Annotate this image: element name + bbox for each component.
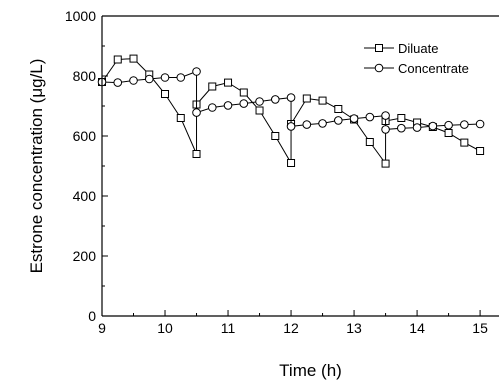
diluate-point — [129, 54, 138, 63]
diluate-point — [255, 106, 264, 115]
concentrate-point — [255, 97, 264, 106]
diluate-point — [287, 159, 296, 167]
diluate-point — [271, 132, 280, 140]
diluate-point — [397, 114, 406, 122]
concentrate-point — [318, 119, 327, 128]
diluate-point — [476, 147, 485, 155]
y-tick-label: 0 — [88, 308, 96, 324]
x-axis-title: Time (h) — [279, 361, 342, 380]
diluate-point — [161, 90, 170, 98]
diluate-line — [101, 58, 481, 166]
diluate-point — [192, 150, 201, 158]
concentrate-point — [239, 99, 249, 108]
legend: Diluate Concentrate — [364, 41, 469, 76]
concentrate-point — [365, 112, 375, 122]
diluate-point — [176, 114, 185, 122]
diluate-point — [224, 78, 233, 87]
concentrate-point — [144, 74, 154, 84]
y-tick-label: 800 — [73, 68, 97, 84]
concentrate-point — [460, 120, 469, 129]
x-tick-label: 11 — [221, 320, 236, 336]
diluate-point — [239, 88, 248, 97]
diluate-point — [444, 129, 453, 137]
concentrate-legend-marker — [374, 63, 384, 73]
diluate-legend-marker — [375, 44, 383, 52]
concentrate-point — [302, 120, 312, 129]
diluate-point — [334, 105, 343, 113]
concentrate-point — [334, 116, 343, 125]
concentrate-point — [192, 67, 201, 76]
diluate-point — [365, 138, 374, 146]
concentrate-point — [113, 78, 123, 87]
diluate-legend-label: Diluate — [398, 41, 438, 56]
x-tick-label: 13 — [346, 320, 362, 336]
concentrate-point — [412, 123, 422, 132]
concentrate-point — [160, 73, 170, 82]
concentrate-point — [428, 121, 438, 131]
concentrate-point — [192, 108, 201, 117]
concentrate-series — [97, 67, 485, 134]
x-tick-label: 14 — [409, 320, 425, 336]
concentrate-point — [444, 120, 453, 130]
diluate-point — [113, 55, 122, 64]
concentrate-point — [129, 76, 138, 85]
y-tick-label: 400 — [73, 188, 97, 204]
concentrate-point — [349, 114, 359, 123]
concentrate-line — [101, 70, 481, 130]
concentrate-point — [176, 73, 186, 82]
x-tick-label: 9 — [98, 320, 106, 336]
concentrate-point — [207, 103, 217, 112]
y-tick-label: 1000 — [65, 8, 96, 24]
diluate-point — [318, 96, 327, 105]
concentrate-point — [397, 123, 406, 133]
concentrate-point — [381, 125, 390, 134]
axes-layer: 9 10 11 12 13 14 15 0 200 400 600 800 1000 — [65, 8, 499, 336]
diluate-point — [460, 138, 469, 147]
series-layer — [97, 54, 485, 168]
y-axis-title: Estrone concentration (μg/L) — [27, 59, 46, 274]
diluate-point — [302, 94, 311, 103]
concentrate-point — [286, 122, 296, 131]
y-tick-label: 200 — [73, 248, 97, 264]
diluate-point — [208, 82, 217, 91]
concentrate-point — [223, 101, 233, 110]
y-tick-label: 600 — [73, 128, 97, 144]
concentrate-point — [270, 95, 280, 104]
concentrate-point — [475, 119, 485, 129]
x-tick-label: 10 — [157, 320, 173, 336]
x-tick-label: 15 — [472, 320, 488, 336]
concentrate-point — [286, 93, 296, 102]
x-tick-label: 12 — [283, 320, 299, 336]
concentrate-legend-label: Concentrate — [398, 61, 469, 76]
diluate-point — [381, 159, 390, 168]
concentrate-point — [381, 111, 390, 120]
